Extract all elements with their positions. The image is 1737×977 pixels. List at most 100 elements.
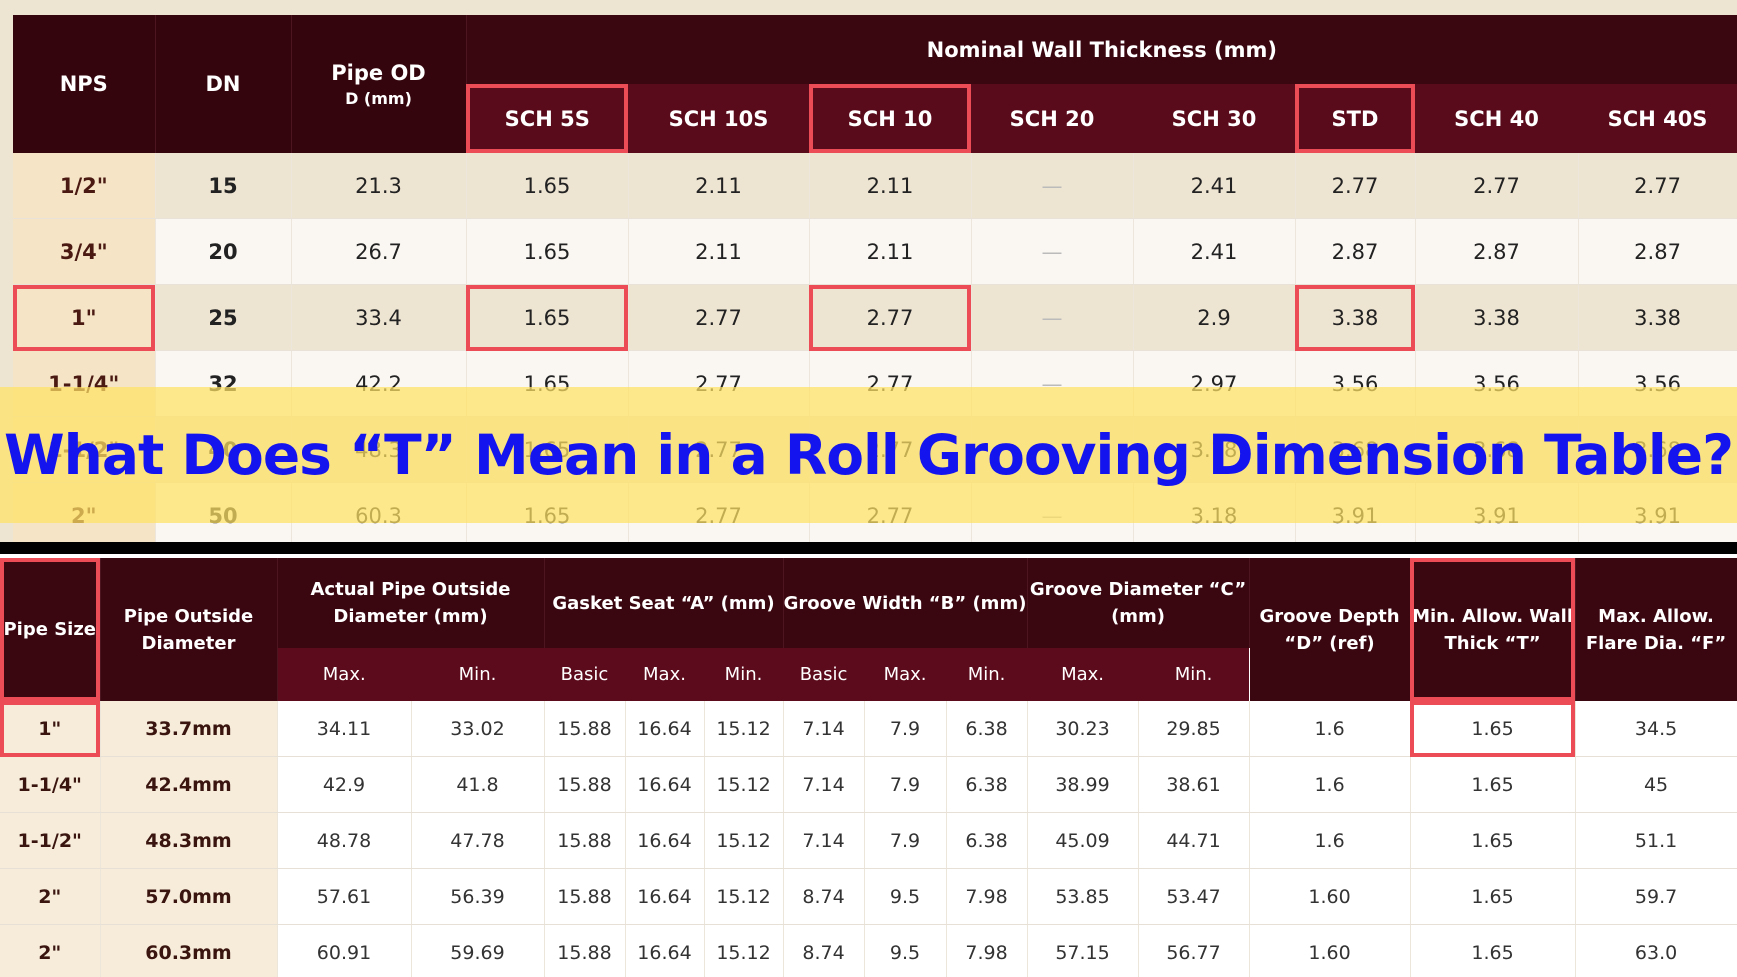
table-cell: 33.02: [411, 701, 545, 757]
table-cell: 6.38: [946, 756, 1028, 813]
table-cell: 2.87: [1578, 218, 1737, 285]
table-cell: 60.91: [277, 924, 412, 977]
table-cell: 15.12: [704, 868, 784, 925]
table-row: 2" 57.0mm 57.61 56.39 15.88 16.64 15.12 8.74 9.5…: [0, 868, 1737, 925]
header-row: Max. Min. Basic Max. Min. Basic Max. Min. Max. Mi…: [0, 648, 1737, 701]
header-row: SCH 5S SCH 10S SCH 10 SCH 20 SCH 30 STD SCH 40…: [13, 84, 1737, 153]
table-cell: 6.38: [946, 701, 1028, 757]
table-cell: 3.38: [1415, 284, 1579, 351]
table-cell: 15.12: [704, 756, 784, 813]
table-cell: 1.60: [1249, 868, 1411, 925]
table-row: 2" 60.3mm 60.91 59.69 15.88 16.64 15.12 8.74 9.5…: [0, 924, 1737, 977]
header-cell: Pipe Size: [0, 558, 101, 701]
schedule-header: SCH 20: [971, 84, 1133, 153]
table-cell: 6.38: [946, 812, 1028, 869]
table-cell: 53.47: [1138, 868, 1250, 925]
table-cell: 2.77: [628, 284, 810, 351]
table-cell: 1.65: [1410, 812, 1576, 869]
table-cell: 7.9: [864, 756, 947, 813]
table-cell: 42.9: [277, 756, 412, 813]
table-row: 1-1/4" 42.4mm 42.9 41.8 15.88 16.64 15.12 7.14 7…: [0, 756, 1737, 813]
table-cell: 16.64: [625, 756, 705, 813]
sub-header: Basic: [783, 648, 865, 701]
table-cell: 2.41: [1133, 218, 1296, 285]
header-cell: Groove Depth “D” (ref): [1249, 558, 1411, 701]
table-cell: 1.6: [1249, 812, 1411, 869]
table-cell: 16.64: [625, 924, 705, 977]
table-cell: 1.65: [1410, 924, 1576, 977]
table-cell: 48.3mm: [100, 812, 278, 869]
table-cell: 57.61: [277, 868, 412, 925]
table-cell: 53.85: [1027, 868, 1139, 925]
table-cell: 3.38: [1578, 284, 1737, 351]
header-cell: Min. Allow. Wall Thick “T”: [1410, 558, 1576, 701]
banner-title: What Does “T” Mean in a Roll Grooving Di…: [4, 423, 1734, 487]
table-cell: 1": [13, 284, 156, 351]
table-cell: 38.61: [1138, 756, 1250, 813]
table-cell: 2.87: [1415, 218, 1579, 285]
header-cell: DN: [155, 15, 292, 153]
header-cell: NPS: [13, 15, 156, 153]
sub-header: Min.: [704, 648, 784, 701]
header-label: Pipe OD: [331, 60, 426, 85]
schedule-header: SCH 40: [1415, 84, 1578, 153]
table-row: 1" 33.7mm 34.11 33.02 15.88 16.64 15.12 7.14 7.9…: [0, 701, 1737, 757]
table-cell: 34.11: [277, 701, 412, 757]
table-row: 1/2" 15 21.3 1.65 2.11 2.11—2.41 2.77 2.77 2.77: [13, 153, 1737, 219]
table-cell: 33.4: [291, 284, 467, 351]
table-cell: 44.71: [1138, 812, 1250, 869]
table-cell: 1.65: [466, 153, 629, 219]
schedule-header: SCH 30: [1133, 84, 1295, 153]
header-cell: Groove Diameter “C” (mm): [1027, 558, 1250, 648]
table-cell: 7.9: [864, 812, 947, 869]
header-cell: Pipe OD D (mm): [291, 15, 467, 153]
table-cell: 21.3: [291, 153, 467, 219]
table-cell: 2": [0, 924, 101, 977]
table-cell: 2.77: [809, 284, 972, 351]
bottom-section: Pipe Size Pipe Outside Diameter Actual Pip…: [0, 558, 1737, 977]
table-cell: 25: [155, 284, 292, 351]
schedule-header: STD: [1295, 84, 1415, 153]
table-cell: 1-1/4": [0, 756, 101, 813]
group-header: Nominal Wall Thickness (mm): [466, 15, 1737, 84]
table-cell: 38.99: [1027, 756, 1139, 813]
table-cell: 7.98: [946, 924, 1028, 977]
header-row: Pipe Size Pipe Outside Diameter Actual Pip…: [0, 558, 1737, 701]
table-cell: 42.4mm: [100, 756, 278, 813]
table-cell: 2.77: [1415, 153, 1579, 219]
table-cell: 2.77: [1295, 153, 1416, 219]
table-cell: 29.85: [1138, 701, 1250, 757]
table-cell: 1.65: [1410, 756, 1576, 813]
schedule-header: SCH 5S: [466, 84, 628, 153]
table-cell: 2.41: [1133, 153, 1296, 219]
sub-header: Min.: [411, 648, 544, 701]
banner: What Does “T” Mean in a Roll Grooving Di…: [0, 387, 1737, 523]
table-cell: 57.0mm: [100, 868, 278, 925]
schedule-header: SCH 10: [809, 84, 971, 153]
header-cell: Gasket Seat “A” (mm): [544, 558, 784, 648]
header-cell: Pipe Outside Diameter: [100, 558, 278, 701]
header-label: DN: [205, 72, 241, 96]
table-cell: 15.88: [544, 756, 626, 813]
table-cell: 2.87: [1295, 218, 1416, 285]
table-cell: 9.5: [864, 868, 947, 925]
table-row: 3/4" 20 26.7 1.65 2.11 2.11—2.41 2.87 2.87 2.87: [13, 218, 1737, 285]
table-cell: 16.64: [625, 701, 705, 757]
table-cell: —: [971, 284, 1134, 351]
table-cell: 47.78: [411, 812, 545, 869]
sub-header: Min.: [1138, 648, 1250, 701]
header-sub: D (mm): [345, 88, 412, 108]
table-cell: 48.78: [277, 812, 412, 869]
table-cell: 34.5: [1575, 701, 1737, 757]
sub-header: Max.: [864, 648, 947, 701]
table-cell: 9.5: [864, 924, 947, 977]
table-cell: 1.65: [466, 218, 629, 285]
table-cell: 59.7: [1575, 868, 1737, 925]
table-cell: 15.88: [544, 868, 626, 925]
table-cell: —: [971, 218, 1134, 285]
table-row: 1-1/2" 48.3mm 48.78 47.78 15.88 16.64 15.12 7.1…: [0, 812, 1737, 869]
sub-header: Basic: [544, 648, 625, 701]
table-cell: 59.69: [411, 924, 545, 977]
header-cell: Actual Pipe Outside Diameter (mm): [277, 558, 545, 648]
